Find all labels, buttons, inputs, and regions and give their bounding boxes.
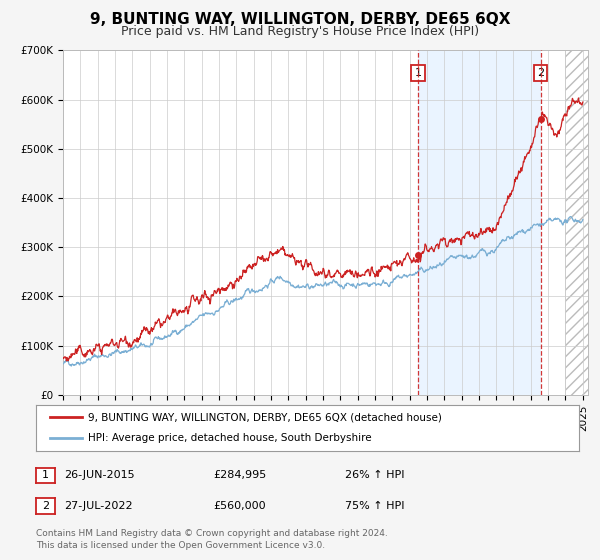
Text: 26-JUN-2015: 26-JUN-2015 <box>64 470 135 480</box>
Bar <box>418 50 541 395</box>
Text: HPI: Average price, detached house, South Derbyshire: HPI: Average price, detached house, Sout… <box>88 433 371 444</box>
Text: 1: 1 <box>415 68 422 78</box>
Text: 2: 2 <box>537 68 544 78</box>
Text: 26% ↑ HPI: 26% ↑ HPI <box>345 470 404 480</box>
Text: 1: 1 <box>42 470 49 480</box>
Text: 75% ↑ HPI: 75% ↑ HPI <box>345 501 404 511</box>
Text: £560,000: £560,000 <box>213 501 266 511</box>
Text: £284,995: £284,995 <box>213 470 266 480</box>
Text: Price paid vs. HM Land Registry's House Price Index (HPI): Price paid vs. HM Land Registry's House … <box>121 25 479 38</box>
Bar <box>565 50 588 395</box>
Text: 27-JUL-2022: 27-JUL-2022 <box>64 501 133 511</box>
Text: Contains HM Land Registry data © Crown copyright and database right 2024.
This d: Contains HM Land Registry data © Crown c… <box>36 529 388 550</box>
Text: 2: 2 <box>42 501 49 511</box>
Text: 9, BUNTING WAY, WILLINGTON, DERBY, DE65 6QX: 9, BUNTING WAY, WILLINGTON, DERBY, DE65 … <box>90 12 510 27</box>
Text: 9, BUNTING WAY, WILLINGTON, DERBY, DE65 6QX (detached house): 9, BUNTING WAY, WILLINGTON, DERBY, DE65 … <box>88 412 442 422</box>
